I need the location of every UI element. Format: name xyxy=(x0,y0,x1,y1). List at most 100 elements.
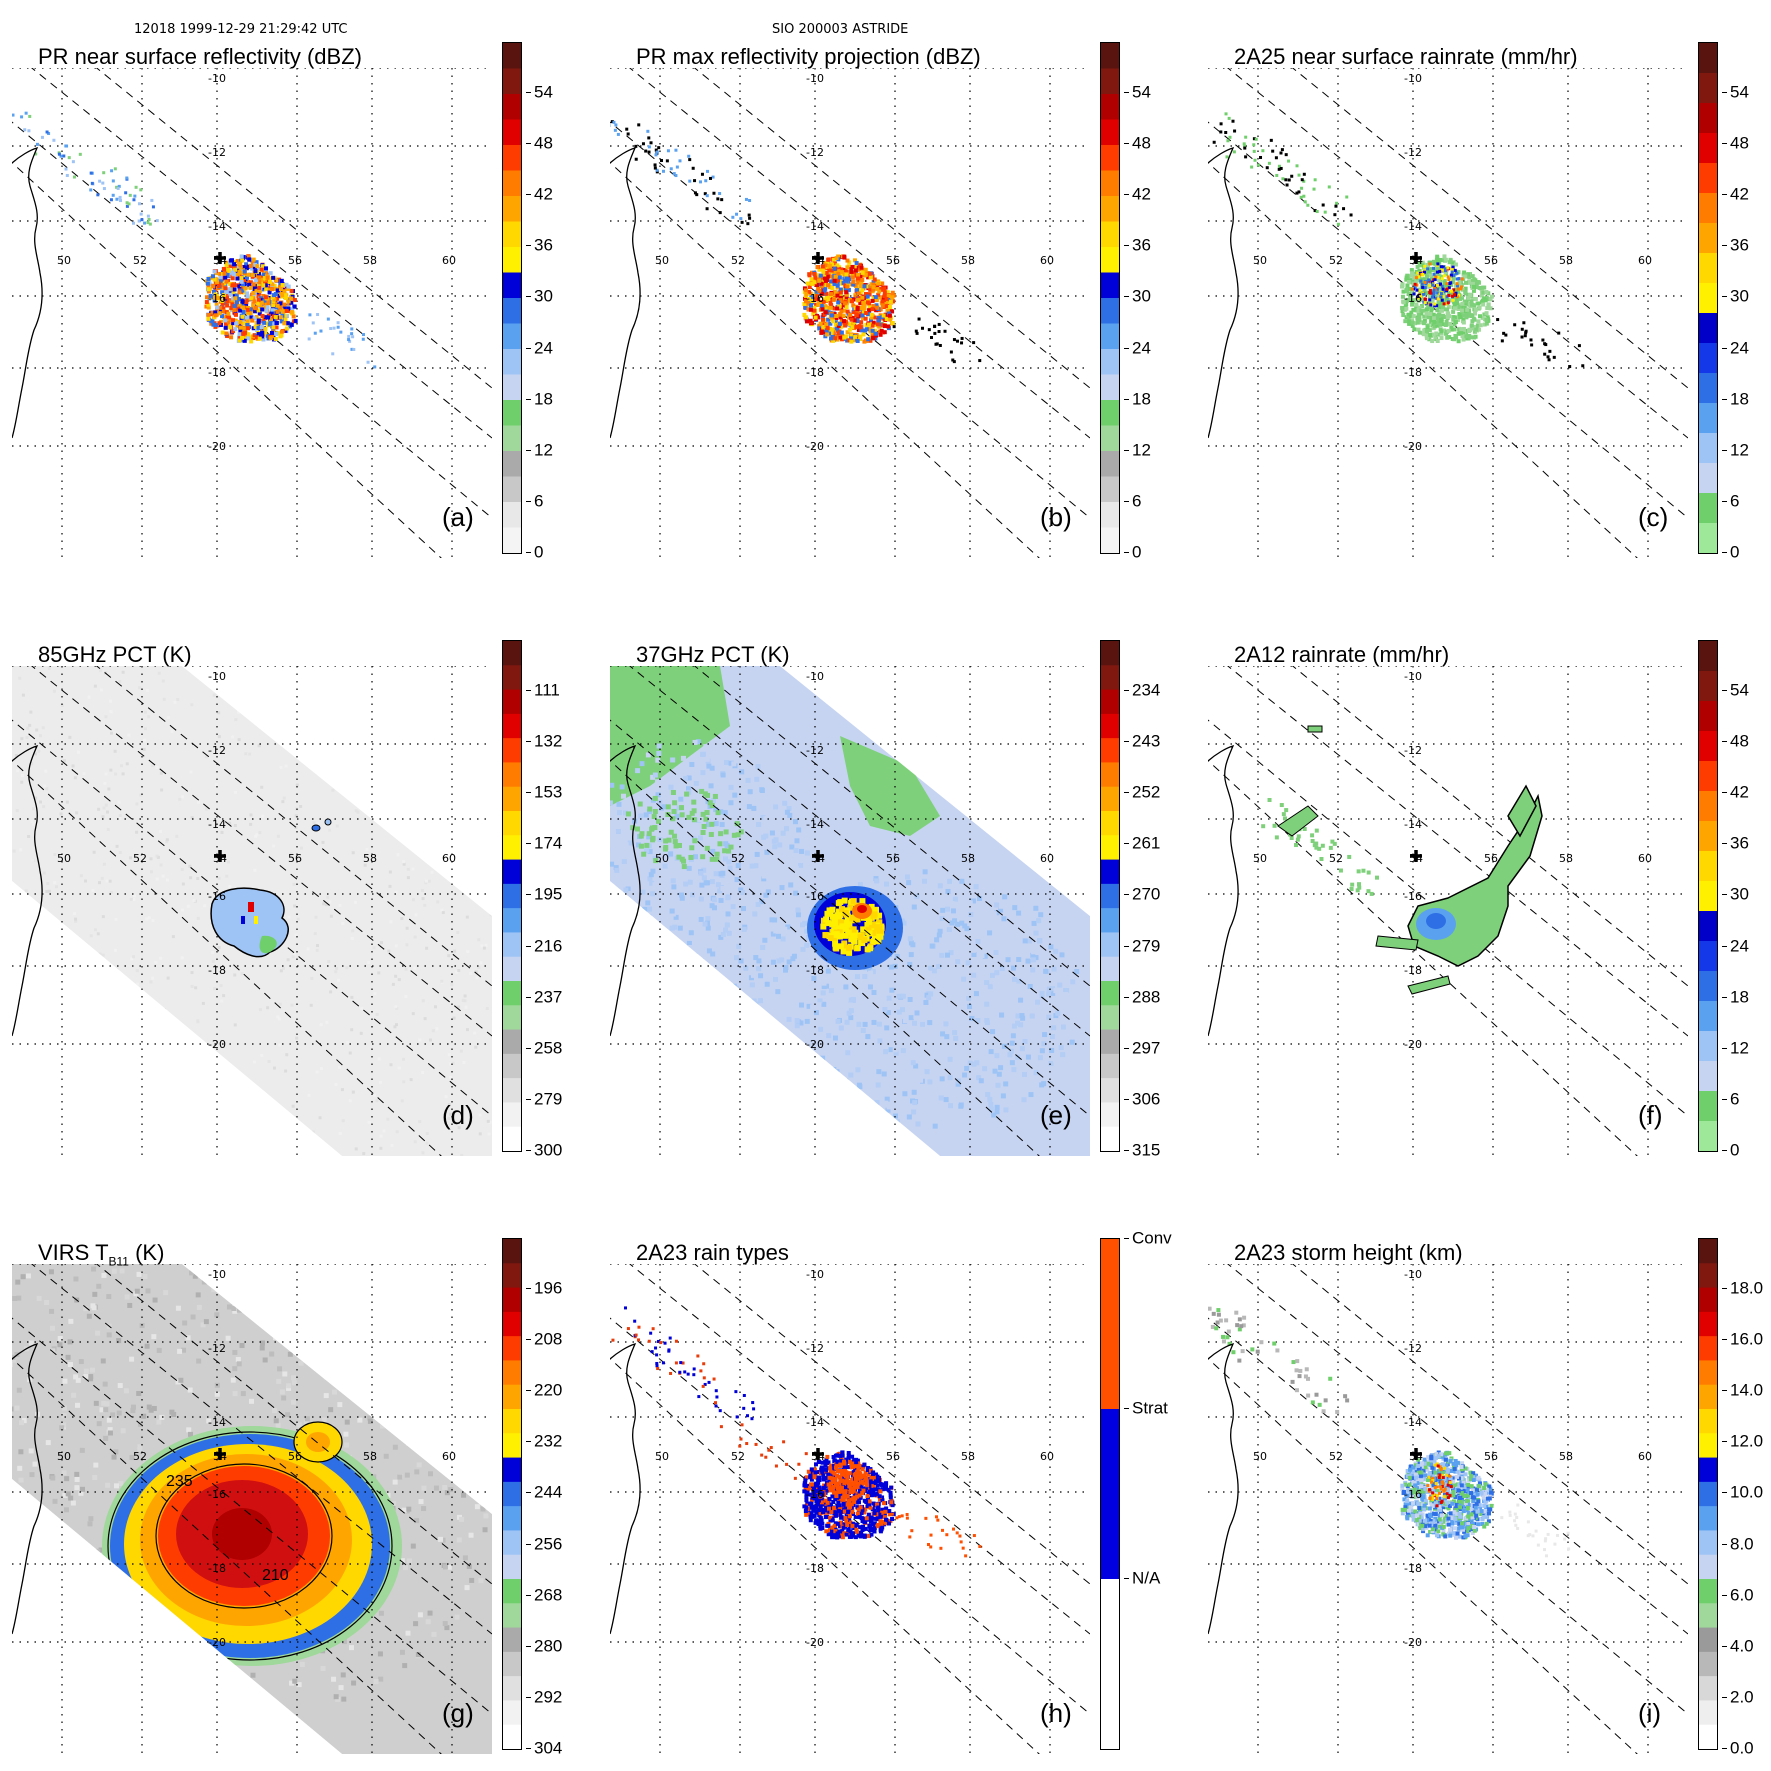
tick-mark xyxy=(1722,245,1727,247)
tick-mark xyxy=(526,194,531,196)
lat-label: -10 xyxy=(806,1268,824,1281)
tick-mark xyxy=(526,500,531,502)
lat-label: -18 xyxy=(1404,964,1422,977)
tick-mark xyxy=(526,92,531,93)
tick-mark xyxy=(1124,1408,1129,1409)
tick-label: 42 xyxy=(534,184,553,204)
tick-mark xyxy=(1722,347,1727,349)
title-text: PR near surface reflectivity (dBZ) xyxy=(38,44,362,69)
tick-label: 24 xyxy=(1132,338,1151,358)
lon-label: 50 xyxy=(655,254,669,267)
tick-label: 208 xyxy=(534,1329,563,1349)
lon-label: 52 xyxy=(133,254,147,267)
colorbar xyxy=(1698,42,1718,554)
title-text: 2A25 near surface rainrate (mm/hr) xyxy=(1234,44,1578,69)
panel-label: (c) xyxy=(1638,502,1669,532)
tick-label: 30 xyxy=(534,286,553,306)
map-svg: 505254565860-10-12-14-16-18-20 xyxy=(610,666,1090,1156)
lon-label: 58 xyxy=(961,254,975,267)
tick-label: 174 xyxy=(534,833,563,853)
lon-label: 50 xyxy=(1253,254,1267,267)
tick-mark xyxy=(526,894,531,896)
tick-label: 252 xyxy=(1132,782,1161,802)
tick-mark xyxy=(1722,398,1727,400)
tick-mark xyxy=(1722,996,1727,998)
lat-label: -20 xyxy=(1404,1038,1422,1051)
tick-mark xyxy=(1722,894,1727,896)
tick-label: 244 xyxy=(534,1482,563,1502)
lat-label: -14 xyxy=(1404,1416,1422,1429)
lat-label: -10 xyxy=(1404,1268,1422,1281)
tick-mark xyxy=(526,296,531,298)
tick-mark xyxy=(1124,1578,1129,1579)
storm-center-marker xyxy=(812,1448,824,1460)
lat-label: -16 xyxy=(1404,1488,1422,1501)
lat-label: -12 xyxy=(208,146,226,159)
colorbar xyxy=(502,42,522,554)
storm-center-marker xyxy=(1410,1448,1422,1460)
lat-label: -18 xyxy=(806,964,824,977)
lat-label: -16 xyxy=(1404,890,1422,903)
tick-mark xyxy=(1722,1339,1727,1341)
header-center: SIO 200003 ASTRIDE xyxy=(772,22,909,37)
lon-label: 50 xyxy=(655,1450,669,1463)
tick-label: 12.0 xyxy=(1730,1431,1764,1451)
tick-label: 24 xyxy=(1730,936,1749,956)
panel-label: (b) xyxy=(1040,502,1072,532)
map-d: 505254565860-10-12-14-16-18-20 xyxy=(12,666,492,1156)
tick-label: 48 xyxy=(534,133,553,153)
colorbar-ticks: 54 48 42 36 30 24 18 12 6 0 xyxy=(1722,42,1771,561)
tick-mark xyxy=(1124,1150,1129,1151)
lon-label: 56 xyxy=(886,254,900,267)
lon-label: 50 xyxy=(655,852,669,865)
tick-label: 36 xyxy=(1730,833,1749,853)
colorbar-ticks: Conv Strat N/A xyxy=(1124,1230,1184,1750)
lat-label: -14 xyxy=(806,220,824,233)
map-svg: 505254565860-10-12-14-16-18-20 xyxy=(12,666,492,1156)
lat-label: -10 xyxy=(208,1268,226,1281)
tick-label: 0 xyxy=(1730,1140,1740,1160)
tick-label: 304 xyxy=(534,1738,563,1758)
tick-mark xyxy=(1722,1696,1727,1698)
tick-label: 42 xyxy=(1730,782,1749,802)
panel-title: 37GHz PCT (K) xyxy=(636,642,790,668)
lat-label: -14 xyxy=(208,220,226,233)
tick-mark xyxy=(526,1645,531,1647)
tick-label: 315 xyxy=(1132,1140,1161,1160)
tick-label: 8.0 xyxy=(1730,1534,1754,1554)
lon-label: 56 xyxy=(886,852,900,865)
lat-label: -18 xyxy=(1404,366,1422,379)
tick-mark xyxy=(1124,741,1129,743)
panel-title: PR max reflectivity projection (dBZ) xyxy=(636,44,981,70)
map-svg: 505254565860-10-12-14-16-18-20 xyxy=(610,68,1090,558)
contour-label: 210 xyxy=(262,1567,289,1584)
lat-label: -18 xyxy=(1404,1562,1422,1575)
map-f: 505254565860-10-12-14-16-18-20 xyxy=(1208,666,1688,1156)
tick-label: Strat xyxy=(1132,1398,1168,1418)
lat-label: -12 xyxy=(806,146,824,159)
map-i: 505254565860-10-12-14-16-18-20 xyxy=(1208,1264,1688,1754)
tick-mark xyxy=(1722,1098,1727,1100)
tick-mark xyxy=(1124,449,1129,451)
tick-mark xyxy=(1124,1047,1129,1049)
panel-label: (a) xyxy=(442,502,474,532)
tick-label: 237 xyxy=(534,987,563,1007)
coastline xyxy=(12,1343,43,1635)
lon-label: 56 xyxy=(288,852,302,865)
tick-label: 195 xyxy=(534,884,563,904)
storm-center-marker xyxy=(812,850,824,862)
lat-label: -12 xyxy=(806,1342,824,1355)
tick-mark xyxy=(526,347,531,349)
panel-g: 235210505254565860-10-12-14-16-18-20VIRS… xyxy=(0,1196,562,1757)
tick-mark xyxy=(1722,843,1727,845)
tick-label: 30 xyxy=(1132,286,1151,306)
tick-label: 6.0 xyxy=(1730,1585,1754,1605)
lon-label: 56 xyxy=(1484,852,1498,865)
tick-mark xyxy=(1124,894,1129,896)
lon-label: 58 xyxy=(363,254,377,267)
lat-label: -12 xyxy=(806,744,824,757)
tick-label: 18 xyxy=(1132,389,1151,409)
tick-mark xyxy=(1722,690,1727,691)
tick-mark xyxy=(1124,296,1129,298)
tick-label: 48 xyxy=(1730,133,1749,153)
